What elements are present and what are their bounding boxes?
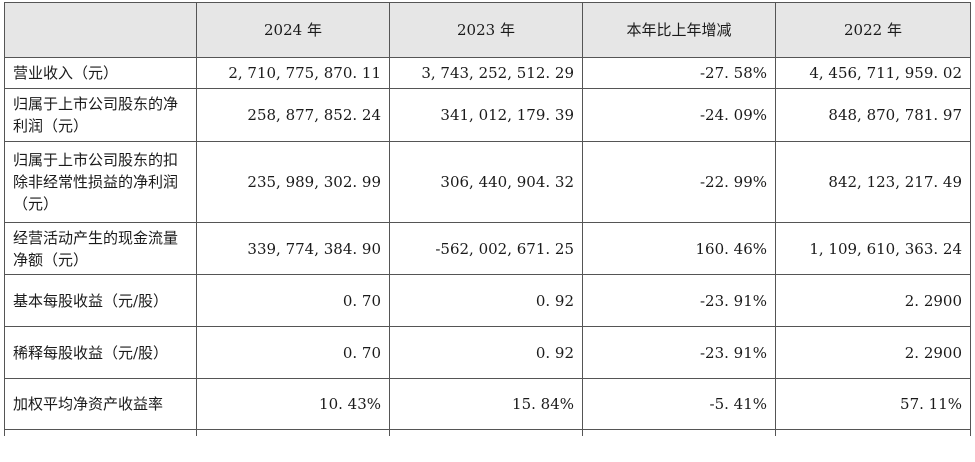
table-row: 营业收入（元） 2, 710, 775, 870. 11 3, 743, 252…: [4, 57, 971, 89]
table-row: 经营活动产生的现金流量净额（元） 339, 774, 384. 90 -562,…: [4, 222, 971, 275]
cell-2022: 4, 456, 711, 959. 02: [775, 57, 971, 89]
header-cell-2022: 2022 年: [775, 2, 971, 58]
table-row: 加权平均净资产收益率 10. 43% 15. 84% -5. 41% 57. 1…: [4, 378, 971, 430]
row-label: 基本每股收益（元/股）: [4, 274, 197, 327]
cell-2023: 15. 84%: [389, 378, 583, 430]
cell-2023: -562, 002, 671. 25: [389, 222, 583, 275]
cell-change: -23. 91%: [582, 326, 776, 379]
row-label: 归属于上市公司股东的净利润（元）: [4, 88, 197, 142]
cell-2022: 842, 123, 217. 49: [775, 141, 971, 223]
header-cell-2024: 2024 年: [196, 2, 390, 58]
header-row: 2024 年 2023 年 本年比上年增减 2022 年: [4, 2, 971, 58]
cell-2023: 0. 92: [389, 326, 583, 379]
cell-change: -5. 41%: [582, 378, 776, 430]
table-row: 稀释每股收益（元/股） 0. 70 0. 92 -23. 91% 2. 2900: [4, 326, 971, 379]
row-label: 归属于上市公司股东的扣除非经常性损益的净利润（元）: [4, 141, 197, 223]
header-cell-blank: [4, 2, 197, 58]
row-label: 营业收入（元）: [4, 57, 197, 89]
cell-2023: 306, 440, 904. 32: [389, 141, 583, 223]
cell-2022: 2. 2900: [775, 274, 971, 327]
cell-2023: 341, 012, 179. 39: [389, 88, 583, 142]
cell-2024: 10. 43%: [196, 378, 390, 430]
cell-2022: 848, 870, 781. 97: [775, 88, 971, 142]
cell-2023: 0. 92: [389, 274, 583, 327]
cutoff-cell: [582, 429, 776, 436]
table-row-cutoff: [4, 429, 971, 436]
cell-2024: 235, 989, 302. 99: [196, 141, 390, 223]
header-cell-2023: 2023 年: [389, 2, 583, 58]
cell-2024: 258, 877, 852. 24: [196, 88, 390, 142]
cell-change: -23. 91%: [582, 274, 776, 327]
row-label: 加权平均净资产收益率: [4, 378, 197, 430]
cell-2022: 2. 2900: [775, 326, 971, 379]
cell-change: 160. 46%: [582, 222, 776, 275]
financial-summary-table: 2024 年 2023 年 本年比上年增减 2022 年 营业收入（元） 2, …: [4, 2, 971, 436]
cell-2023: 3, 743, 252, 512. 29: [389, 57, 583, 89]
table-row: 基本每股收益（元/股） 0. 70 0. 92 -23. 91% 2. 2900: [4, 274, 971, 327]
cell-2024: 0. 70: [196, 326, 390, 379]
cell-2022: 57. 11%: [775, 378, 971, 430]
cell-change: -22. 99%: [582, 141, 776, 223]
row-label: 经营活动产生的现金流量净额（元）: [4, 222, 197, 275]
cell-2024: 2, 710, 775, 870. 11: [196, 57, 390, 89]
cell-2024: 0. 70: [196, 274, 390, 327]
cell-2024: 339, 774, 384. 90: [196, 222, 390, 275]
table-row: 归属于上市公司股东的净利润（元） 258, 877, 852. 24 341, …: [4, 88, 971, 142]
cell-change: -27. 58%: [582, 57, 776, 89]
cell-change: -24. 09%: [582, 88, 776, 142]
cutoff-cell: [775, 429, 971, 436]
table-row: 归属于上市公司股东的扣除非经常性损益的净利润（元） 235, 989, 302.…: [4, 141, 971, 223]
cutoff-cell: [4, 429, 197, 436]
row-label: 稀释每股收益（元/股）: [4, 326, 197, 379]
cutoff-cell: [389, 429, 583, 436]
header-cell-change: 本年比上年增减: [582, 2, 776, 58]
cutoff-cell: [196, 429, 390, 436]
cell-2022: 1, 109, 610, 363. 24: [775, 222, 971, 275]
